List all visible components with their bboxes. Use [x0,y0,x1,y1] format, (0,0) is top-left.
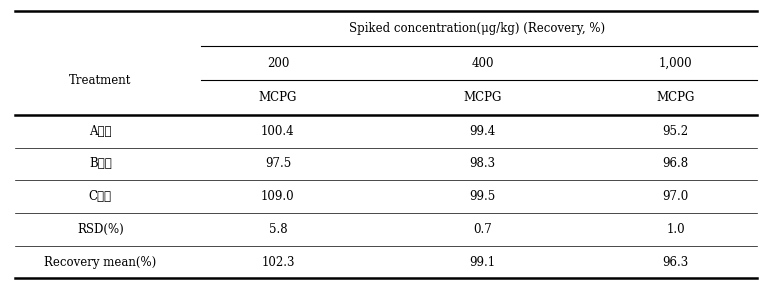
Text: MCPG: MCPG [463,91,502,104]
Text: RSD(%): RSD(%) [77,223,124,236]
Text: 400: 400 [471,57,494,70]
Text: 1,000: 1,000 [659,57,692,70]
Text: 99.5: 99.5 [469,190,496,203]
Text: Treatment: Treatment [69,74,131,87]
Text: 96.3: 96.3 [662,255,689,269]
Text: A기관: A기관 [89,125,112,138]
Text: 99.1: 99.1 [469,255,496,269]
Text: B기관: B기관 [89,157,112,170]
Text: 97.5: 97.5 [265,157,291,170]
Text: 0.7: 0.7 [473,223,492,236]
Text: 100.4: 100.4 [261,125,295,138]
Text: C기관: C기관 [89,190,112,203]
Text: 96.8: 96.8 [662,157,689,170]
Text: 99.4: 99.4 [469,125,496,138]
Text: MCPG: MCPG [656,91,695,104]
Text: Spiked concentration(μg/kg) (Recovery, %): Spiked concentration(μg/kg) (Recovery, %… [349,22,604,35]
Text: 1.0: 1.0 [666,223,685,236]
Text: MCPG: MCPG [259,91,297,104]
Text: 200: 200 [267,57,289,70]
Text: 95.2: 95.2 [662,125,689,138]
Text: Recovery mean(%): Recovery mean(%) [44,255,157,269]
Text: 97.0: 97.0 [662,190,689,203]
Text: 109.0: 109.0 [261,190,295,203]
Text: 102.3: 102.3 [261,255,295,269]
Text: 98.3: 98.3 [469,157,496,170]
Text: 5.8: 5.8 [269,223,287,236]
